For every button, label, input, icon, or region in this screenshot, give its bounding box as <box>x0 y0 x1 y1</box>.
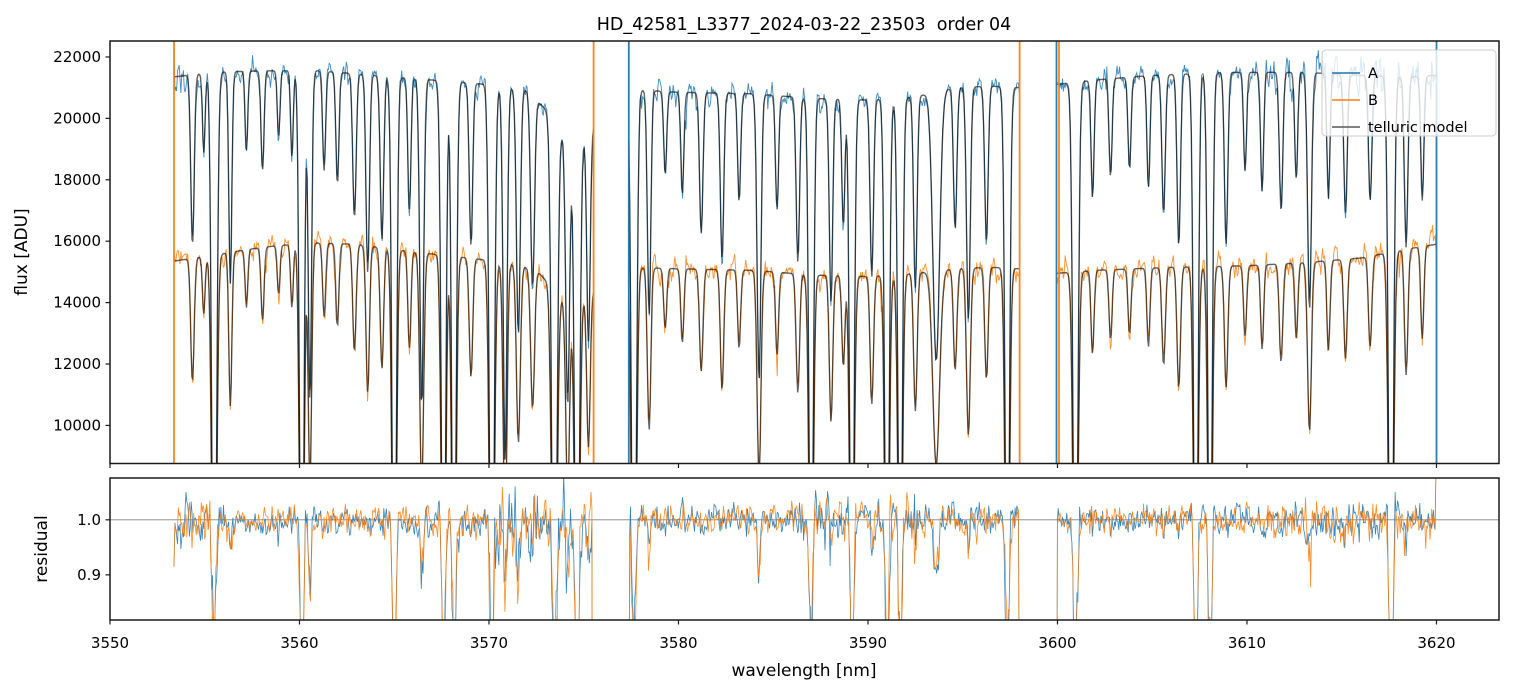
legend-box <box>1321 49 1497 137</box>
residual-a-line <box>1056 478 1437 620</box>
telluric-model-over-b-line <box>173 242 595 464</box>
axis-ticks <box>105 56 1438 625</box>
x-tick-label: 3570 <box>470 634 508 652</box>
y-tick-label-flux: 22000 <box>53 48 101 66</box>
x-tick-label: 3560 <box>280 634 318 652</box>
wavelength-axis-label: wavelength [nm] <box>731 661 876 681</box>
x-tick-label: 3580 <box>659 634 697 652</box>
x-tick-label: 3610 <box>1228 634 1266 652</box>
legend-label-telluric: telluric model <box>1368 120 1468 136</box>
telluric-model-over-a-line <box>173 70 595 464</box>
legend-label-b: B <box>1368 93 1378 109</box>
y-tick-label-flux: 16000 <box>53 232 101 250</box>
y-tick-label-flux: 10000 <box>53 416 101 434</box>
legend-label-a: A <box>1368 66 1378 82</box>
x-tick-label: 3620 <box>1417 634 1455 652</box>
residual-b-line <box>173 486 593 620</box>
flux-axis-label: flux [ADU] <box>12 208 32 295</box>
flux-panel-frame <box>109 40 1500 465</box>
legend: A B telluric model <box>1321 49 1497 137</box>
y-tick-label-flux: 14000 <box>53 294 101 312</box>
residual-panel-data <box>110 478 1499 620</box>
y-tick-label-flux: 20000 <box>53 109 101 127</box>
plot-title: HD_42581_L3377_2024-03-22_23503 order 04 <box>597 15 1012 35</box>
x-tick-label: 3600 <box>1038 634 1076 652</box>
residual-b-line <box>1056 478 1437 620</box>
y-tick-label-flux: 18000 <box>53 171 101 189</box>
axis-tick-labels: 3550 3560 3570 3580 3590 3600 3610 3620 10000 120… <box>53 48 1455 652</box>
telluric-model-over-a-line <box>628 85 1020 464</box>
y-tick-label-flux: 12000 <box>53 355 101 373</box>
residual-b-line <box>629 492 1020 620</box>
x-tick-label: 3590 <box>849 634 887 652</box>
telluric-model-over-b-line <box>1056 243 1437 464</box>
residual-axis-label: residual <box>32 515 52 582</box>
telluric-model-over-b-line <box>628 266 1020 464</box>
y-tick-label-residual: 1.0 <box>77 511 101 529</box>
x-tick-label: 3550 <box>91 634 129 652</box>
residual-panel-frame <box>109 477 1500 621</box>
y-tick-label-residual: 0.9 <box>77 566 101 584</box>
flux-panel-data <box>173 41 1438 464</box>
